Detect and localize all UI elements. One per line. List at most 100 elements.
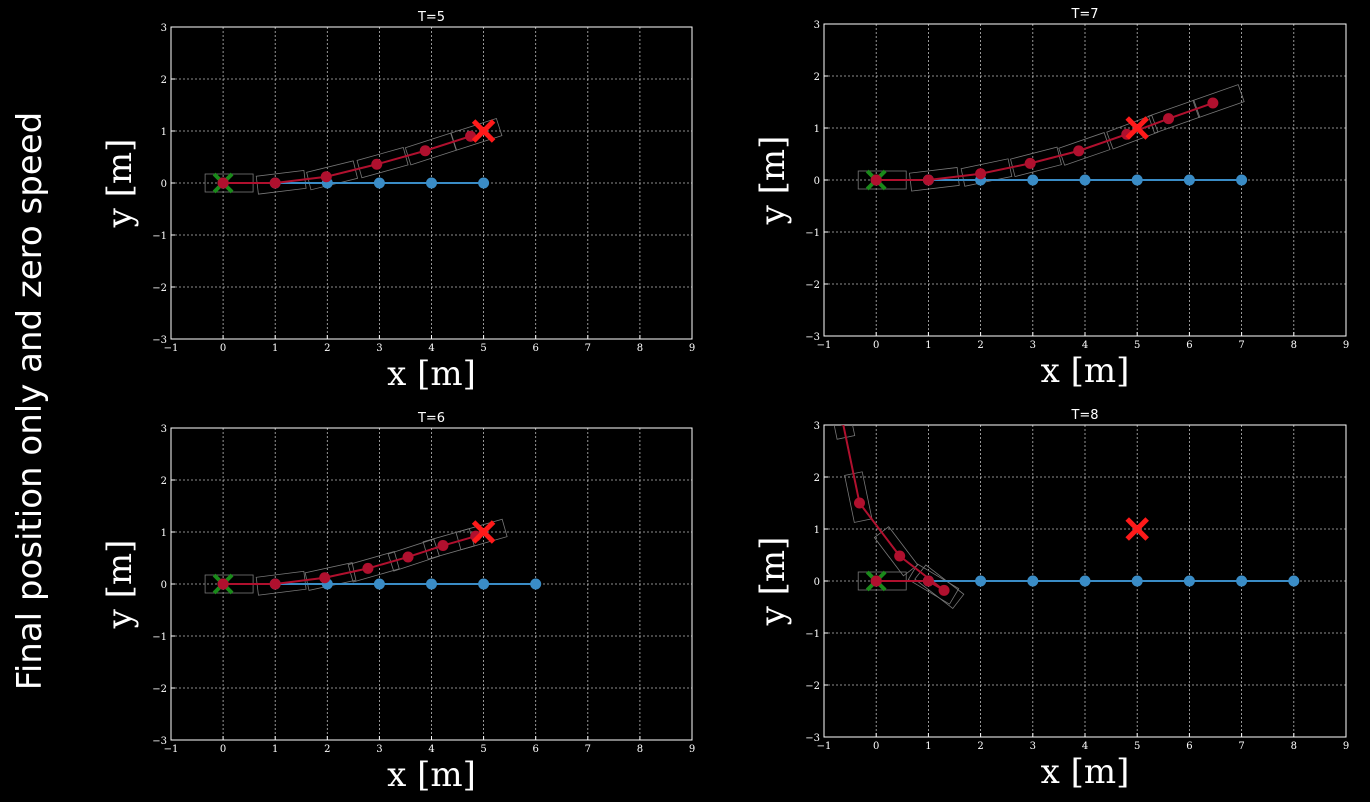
x-tick-label: 8	[1291, 340, 1297, 351]
x-tick-label: 4	[1082, 741, 1088, 752]
y-tick-label: 1	[161, 528, 167, 539]
reference-point	[426, 578, 437, 590]
x-tick-label: 9	[689, 343, 695, 354]
y-tick-label: 3	[814, 20, 820, 31]
y-tick-label: −1	[805, 228, 820, 239]
trajectory-point	[269, 578, 281, 590]
y-tick-label: 2	[161, 75, 167, 86]
x-tick-label: 0	[873, 741, 879, 752]
x-tick-label: 2	[977, 340, 983, 351]
reference-point	[1183, 174, 1195, 186]
chart-panel-3: −1 0 1 2 3 4 5 6 7 8 9 −3 −2 −1 0 1 2 3 T=8 x [m] y [m]	[753, 408, 1349, 792]
trajectory-point	[217, 177, 229, 189]
y-tick-label: 3	[814, 421, 820, 432]
y-tick-label: −2	[805, 280, 820, 291]
x-tick-label: 6	[1186, 340, 1192, 351]
trajectory-point	[362, 562, 374, 574]
x-tick-label: 8	[637, 343, 643, 354]
y-tick-label: 1	[814, 124, 820, 135]
x-tick-label: 5	[1134, 741, 1140, 752]
trajectory-point	[870, 174, 882, 186]
trajectory-point	[217, 578, 229, 590]
trajectory-point	[1163, 113, 1175, 125]
trajectory-point	[1207, 97, 1219, 109]
y-tick-label: −3	[152, 736, 167, 747]
trajectory-line	[842, 425, 945, 592]
x-tick-label: 8	[637, 744, 643, 755]
x-axis-label: x [m]	[387, 354, 476, 394]
reference-point	[530, 578, 542, 590]
chart-panel-0: −1 0 1 2 3 4 5 6 7 8 9 −3 −2 −1 0 1 2 3 T=5 x [m] y [m]	[100, 10, 695, 394]
trajectory-point	[938, 584, 950, 596]
chart-title: T=7	[1070, 7, 1098, 22]
reference-point	[373, 177, 385, 189]
vehicle-outline	[1192, 84, 1245, 119]
x-tick-label: 3	[1030, 340, 1036, 351]
reference-point	[1027, 575, 1039, 587]
y-tick-label: −1	[805, 629, 820, 640]
trajectory-point	[840, 425, 845, 426]
x-tick-label: 2	[324, 343, 330, 354]
y-tick-label: −2	[152, 684, 167, 695]
trajectory-point	[320, 171, 332, 183]
y-tick-label: −3	[805, 733, 820, 744]
y-axis-label: y [m]	[100, 540, 140, 630]
chart-title: T=8	[1070, 408, 1098, 423]
x-axis-label: x [m]	[1041, 351, 1130, 391]
y-axis-label: y [m]	[753, 136, 793, 226]
y-tick-label: 3	[161, 23, 167, 34]
target-marker	[1125, 517, 1149, 541]
x-axis-label: x [m]	[1041, 752, 1130, 792]
x-tick-label: 7	[1238, 340, 1244, 351]
x-tick-label: 1	[272, 744, 278, 755]
plot-area	[204, 117, 503, 195]
plot-area	[204, 518, 542, 596]
trajectory-point	[870, 575, 882, 587]
trajectory-point	[437, 540, 449, 552]
reference-point	[478, 177, 490, 189]
y-tick-label: −2	[152, 283, 167, 294]
x-tick-label: −1	[164, 343, 179, 354]
x-tick-label: 4	[428, 343, 434, 354]
x-tick-label: 1	[925, 340, 931, 351]
plot-area	[826, 425, 1300, 610]
x-tick-label: 1	[925, 741, 931, 752]
reference-point	[426, 177, 437, 189]
x-tick-label: 0	[873, 340, 879, 351]
trajectory-point	[371, 158, 383, 170]
y-tick-label: 2	[161, 476, 167, 487]
trajectory-line	[223, 135, 471, 184]
x-tick-label: 3	[376, 343, 382, 354]
x-tick-label: 1	[272, 343, 278, 354]
y-tick-label: 0	[161, 580, 167, 591]
x-tick-label: 9	[689, 744, 695, 755]
trajectory-point	[402, 551, 414, 563]
x-tick-label: 7	[585, 343, 591, 354]
x-tick-label: 3	[376, 744, 382, 755]
y-axis-label: y [m]	[753, 537, 793, 627]
x-tick-label: 3	[1030, 741, 1036, 752]
chart-panel-2: −1 0 1 2 3 4 5 6 7 8 9 −3 −2 −1 0 1 2 3 T=6 x [m] y [m]	[100, 411, 695, 795]
x-tick-label: 5	[1134, 340, 1140, 351]
reference-point	[1131, 174, 1143, 186]
y-tick-label: −1	[152, 632, 167, 643]
y-tick-label: 3	[161, 424, 167, 435]
x-tick-label: 2	[324, 744, 330, 755]
reference-point	[1236, 575, 1248, 587]
trajectory-point	[922, 575, 934, 587]
y-tick-label: 0	[814, 176, 820, 187]
x-axis-label: x [m]	[387, 755, 476, 795]
x-tick-label: 9	[1343, 340, 1349, 351]
target-marker	[1125, 116, 1149, 140]
reference-point	[975, 575, 987, 587]
trajectory-point	[853, 497, 865, 509]
y-tick-label: 1	[161, 127, 167, 138]
y-tick-label: 2	[814, 72, 820, 83]
reference-point	[1027, 174, 1039, 186]
x-tick-label: −1	[817, 340, 832, 351]
reference-point	[1079, 174, 1091, 186]
x-tick-label: 6	[1186, 741, 1192, 752]
x-tick-label: 4	[1082, 340, 1088, 351]
trajectory-point	[319, 572, 331, 584]
